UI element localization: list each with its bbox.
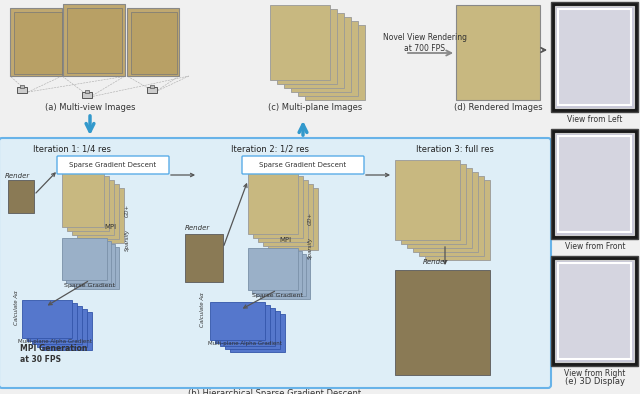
Bar bbox=[220, 308, 275, 346]
Text: Calculate Aα: Calculate Aα bbox=[200, 293, 205, 327]
Text: Sparse Gradient: Sparse Gradient bbox=[252, 292, 303, 297]
Bar bbox=[558, 9, 631, 105]
Text: Iteration 2: 1/2 res: Iteration 2: 1/2 res bbox=[231, 145, 309, 154]
Bar bbox=[62, 172, 104, 227]
Text: Render: Render bbox=[4, 173, 29, 179]
Text: Iteration 3: full res: Iteration 3: full res bbox=[416, 145, 494, 154]
Bar bbox=[32, 306, 82, 344]
Bar bbox=[551, 2, 638, 112]
Bar bbox=[67, 176, 109, 231]
Bar bbox=[74, 247, 119, 289]
Bar bbox=[17, 87, 27, 93]
Bar bbox=[147, 87, 157, 93]
Text: Calculate Aα: Calculate Aα bbox=[13, 291, 19, 325]
Bar bbox=[263, 184, 313, 246]
Bar bbox=[419, 176, 484, 256]
Text: Render: Render bbox=[422, 259, 447, 265]
Bar bbox=[401, 164, 466, 244]
Text: (a) Multi-view Images: (a) Multi-view Images bbox=[45, 102, 135, 112]
Bar bbox=[63, 4, 125, 76]
Bar bbox=[42, 312, 92, 350]
Bar bbox=[72, 180, 114, 235]
Text: View from Right: View from Right bbox=[564, 368, 626, 377]
Bar bbox=[551, 256, 638, 366]
Text: MPI Generation
at 30 FPS: MPI Generation at 30 FPS bbox=[20, 344, 88, 364]
Bar bbox=[185, 234, 223, 282]
Bar bbox=[305, 25, 365, 100]
Text: Sparse Gradient Descent: Sparse Gradient Descent bbox=[69, 162, 157, 168]
Bar bbox=[558, 263, 631, 359]
Bar bbox=[558, 136, 631, 232]
Bar bbox=[82, 92, 92, 98]
Text: View from Left: View from Left bbox=[567, 115, 623, 123]
Bar bbox=[20, 85, 24, 88]
Bar bbox=[210, 302, 265, 340]
FancyBboxPatch shape bbox=[57, 156, 169, 174]
Text: Sparsify: Sparsify bbox=[125, 229, 129, 251]
Bar bbox=[256, 254, 306, 296]
Text: (d) Rendered Images: (d) Rendered Images bbox=[454, 102, 542, 112]
Bar bbox=[555, 260, 634, 362]
Bar bbox=[8, 180, 34, 213]
Bar bbox=[230, 314, 285, 352]
Text: Sparsify: Sparsify bbox=[307, 237, 312, 259]
Text: (b) Hierarchical Sparse Gradient Descent: (b) Hierarchical Sparse Gradient Descent bbox=[188, 388, 362, 394]
Bar bbox=[252, 251, 302, 293]
Text: MPI: MPI bbox=[104, 224, 116, 230]
Text: Novel View Rendering
at 700 FPS: Novel View Rendering at 700 FPS bbox=[383, 33, 467, 53]
Text: Iteration 1: 1/4 res: Iteration 1: 1/4 res bbox=[33, 145, 111, 154]
Bar bbox=[127, 8, 179, 76]
Bar bbox=[413, 172, 478, 252]
Text: View from Front: View from Front bbox=[564, 242, 625, 251]
Bar bbox=[70, 244, 115, 286]
Bar bbox=[10, 8, 62, 76]
Bar bbox=[277, 9, 337, 84]
Bar bbox=[425, 180, 490, 260]
Bar bbox=[270, 5, 330, 80]
Bar bbox=[22, 300, 72, 338]
Bar bbox=[37, 309, 87, 347]
Bar bbox=[62, 238, 107, 280]
Bar bbox=[215, 305, 270, 343]
Bar bbox=[27, 303, 77, 341]
Bar bbox=[407, 168, 472, 248]
Bar bbox=[14, 12, 62, 74]
Bar bbox=[555, 133, 634, 235]
Text: Sparse Gradient: Sparse Gradient bbox=[65, 282, 115, 288]
Bar bbox=[85, 90, 89, 93]
Bar bbox=[395, 160, 460, 240]
Bar bbox=[258, 180, 308, 242]
Bar bbox=[77, 184, 119, 239]
Text: Render: Render bbox=[184, 225, 210, 231]
Bar bbox=[248, 172, 298, 234]
Text: Sparse Gradient Descent: Sparse Gradient Descent bbox=[259, 162, 347, 168]
Bar bbox=[253, 176, 303, 238]
Bar bbox=[66, 241, 111, 283]
Bar bbox=[248, 248, 298, 290]
Text: (c) Multi-plane Images: (c) Multi-plane Images bbox=[268, 102, 362, 112]
Text: GD+: GD+ bbox=[307, 212, 312, 225]
Text: Multi-plane Alpha Gradient: Multi-plane Alpha Gradient bbox=[208, 342, 282, 346]
Text: Multi-plane Alpha Gradient: Multi-plane Alpha Gradient bbox=[18, 340, 92, 344]
FancyBboxPatch shape bbox=[242, 156, 364, 174]
Bar bbox=[131, 12, 177, 74]
FancyBboxPatch shape bbox=[0, 138, 551, 388]
Bar bbox=[260, 257, 310, 299]
Bar bbox=[82, 188, 124, 243]
Text: (e) 3D Display: (e) 3D Display bbox=[565, 377, 625, 385]
Bar bbox=[395, 270, 490, 375]
Bar bbox=[456, 5, 540, 100]
Bar bbox=[291, 17, 351, 92]
Bar bbox=[284, 13, 344, 88]
Text: MPI: MPI bbox=[279, 237, 291, 243]
Text: GD+: GD+ bbox=[125, 203, 129, 217]
Bar bbox=[555, 6, 634, 108]
Bar bbox=[298, 21, 358, 96]
Bar bbox=[225, 311, 280, 349]
Bar bbox=[67, 8, 122, 73]
Bar bbox=[150, 85, 154, 88]
Bar bbox=[551, 129, 638, 239]
Bar bbox=[268, 188, 318, 250]
